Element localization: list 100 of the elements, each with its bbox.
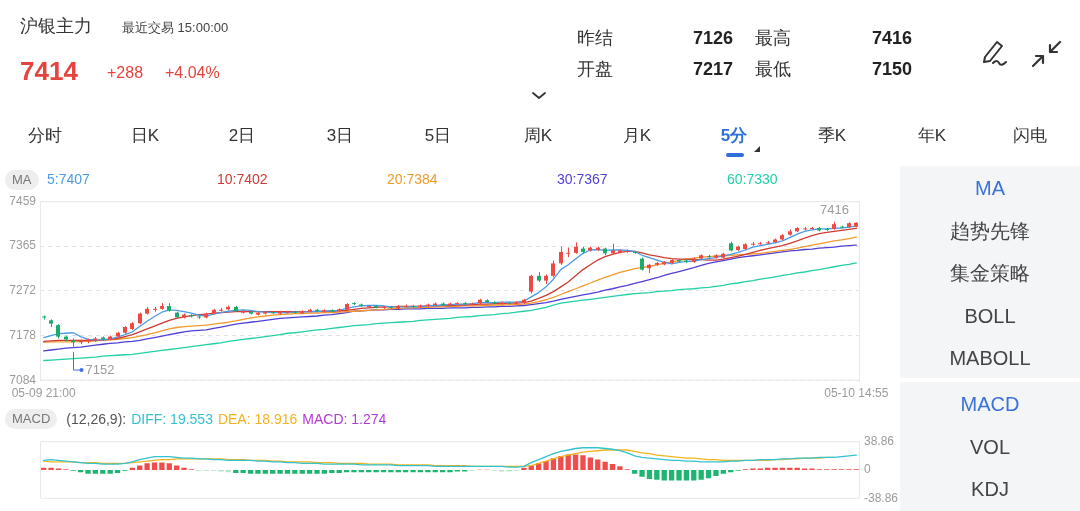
bar xyxy=(609,464,616,470)
bar xyxy=(676,470,682,481)
text: 最低 xyxy=(755,58,791,80)
bar xyxy=(277,470,283,474)
text: 5:7407 xyxy=(47,171,90,188)
bar xyxy=(314,470,320,474)
text: 周K xyxy=(523,126,553,146)
bar xyxy=(336,470,342,473)
text: 开盘 xyxy=(577,58,613,80)
text: 分时 xyxy=(28,126,62,146)
bar xyxy=(240,470,246,473)
bar xyxy=(329,470,335,473)
text: MACD xyxy=(960,392,1020,416)
bar xyxy=(159,462,165,470)
bar xyxy=(92,470,99,474)
y-tick-label: 38.86 xyxy=(864,433,895,448)
text: 集金策略 xyxy=(950,261,1030,285)
bar xyxy=(270,470,276,474)
bar xyxy=(166,463,172,470)
bar xyxy=(144,463,150,470)
bar xyxy=(306,470,313,474)
bar xyxy=(705,470,712,479)
bar xyxy=(284,470,291,474)
bar xyxy=(595,459,601,470)
bar xyxy=(661,470,667,481)
annotation: 7152 xyxy=(85,361,115,377)
bar xyxy=(691,470,697,481)
y-tick-label: 7084 xyxy=(9,372,37,387)
bar xyxy=(668,470,675,481)
text: DEA: 18.916 xyxy=(217,411,298,427)
y-tick-label: 7459 xyxy=(9,193,37,208)
text: 7126 xyxy=(693,27,734,49)
bar xyxy=(48,467,54,470)
text: 7414 xyxy=(20,56,78,87)
text: MABOLL xyxy=(949,346,1031,370)
bar xyxy=(720,470,726,474)
text: MA xyxy=(975,176,1005,200)
y-tick-label: -38.86 xyxy=(864,491,899,506)
text: 60:7330 xyxy=(727,171,778,188)
bar xyxy=(247,470,254,474)
text: 30:7367 xyxy=(557,171,608,188)
y-tick-label: 7365 xyxy=(9,238,37,253)
bar xyxy=(639,470,645,477)
bar xyxy=(713,470,719,476)
bar xyxy=(233,470,239,473)
text: 季K xyxy=(817,126,847,146)
text: 趋势先锋 xyxy=(950,218,1030,243)
candlestick xyxy=(559,246,563,266)
x-tick-label: 05-09 21:00 xyxy=(11,386,77,401)
bar xyxy=(107,470,113,474)
legend-title: MA xyxy=(5,170,39,190)
text: 5日 xyxy=(424,126,452,146)
text: 20:7384 xyxy=(387,171,438,188)
bar xyxy=(698,470,704,480)
text: 闪电 xyxy=(1013,126,1047,146)
bar xyxy=(262,470,268,474)
text: 10:7402 xyxy=(217,171,268,188)
bar xyxy=(100,470,106,474)
text: (12,26,9): xyxy=(66,411,127,427)
text: 7416 xyxy=(872,27,913,49)
bar xyxy=(772,467,778,470)
bar xyxy=(388,470,394,473)
bar xyxy=(572,454,579,470)
text: 7217 xyxy=(693,58,734,80)
bar xyxy=(617,466,623,470)
text: 5分 xyxy=(720,126,748,146)
bar xyxy=(683,470,690,481)
text: 3日 xyxy=(326,126,354,146)
bar xyxy=(321,470,328,474)
text: DIFF: 19.553 xyxy=(131,411,213,427)
bar xyxy=(632,470,638,474)
text: 沪银主力 xyxy=(20,16,92,37)
bar xyxy=(351,470,357,473)
text: +288 xyxy=(107,63,144,82)
text: +4.04% xyxy=(165,63,220,82)
bar xyxy=(543,461,549,470)
bar xyxy=(151,462,158,470)
bar xyxy=(521,467,527,470)
text: 日K xyxy=(130,126,160,146)
y-tick-label: 0 xyxy=(864,462,871,477)
bar xyxy=(85,470,91,474)
bar xyxy=(292,470,298,474)
text: KDJ xyxy=(971,477,1009,501)
text: 2日 xyxy=(228,126,256,146)
bar xyxy=(646,470,653,479)
bar xyxy=(181,467,187,470)
text: 年K xyxy=(917,126,947,146)
bar xyxy=(602,461,608,470)
bar xyxy=(114,470,121,473)
bar xyxy=(299,470,305,474)
text: BOLL xyxy=(964,303,1016,328)
text: 最高 xyxy=(755,27,791,49)
bar xyxy=(654,470,660,480)
y-tick-label: 7272 xyxy=(9,282,37,297)
text: 7150 xyxy=(872,58,913,80)
legend-title: MACD xyxy=(5,409,58,429)
candlestick xyxy=(529,274,533,295)
annotation: 7416 xyxy=(820,202,849,218)
bar xyxy=(255,470,261,474)
text: 月K xyxy=(622,126,652,146)
